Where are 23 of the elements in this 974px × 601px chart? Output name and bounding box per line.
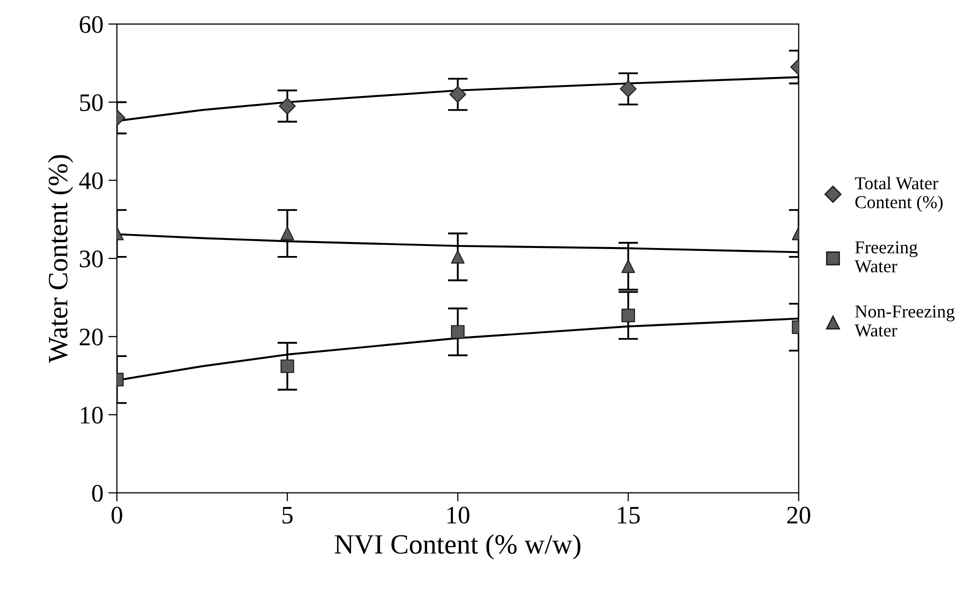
y-axis-title: Water Content (%): [48, 155, 74, 363]
legend-label: Total Water Content (%): [854, 176, 943, 212]
y-tick-label: 10: [80, 406, 103, 424]
x-axis-title: NVI Content (% w/w): [334, 534, 580, 560]
point: [450, 325, 465, 339]
y-tick-label: 20: [80, 328, 103, 346]
x-tick-label: 5: [282, 506, 293, 524]
y-tick-label: 30: [80, 250, 103, 268]
y-tick-label: 60: [80, 16, 103, 33]
point: [450, 250, 465, 264]
point: [278, 98, 296, 114]
y-tick-label: 50: [80, 94, 103, 112]
x-tick-label: 15: [618, 506, 640, 524]
x-tick-label: 20: [787, 506, 810, 524]
x-tick-label: 10: [447, 506, 470, 524]
point: [280, 226, 294, 240]
y-tick-label: 0: [92, 484, 103, 502]
point: [280, 359, 294, 374]
point: [449, 86, 466, 103]
legend-label: Non-Freezing Water: [854, 305, 955, 337]
x-tick-label: 0: [112, 506, 122, 524]
legend-label: Freezing Water: [854, 241, 918, 272]
y-tick-label: 40: [79, 172, 103, 190]
